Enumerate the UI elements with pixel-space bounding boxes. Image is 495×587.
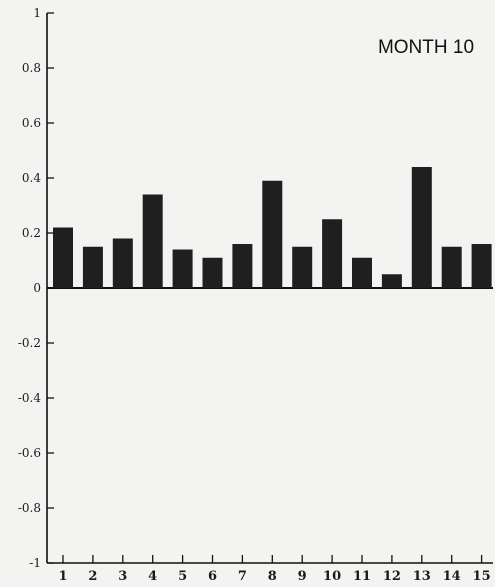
y-tick-label: 0 — [33, 281, 41, 295]
y-tick-labels: 1 0.8 0.6 0.4 0.2 0 -0.2 -0.4 -0.6 -0.8 -1 — [18, 6, 42, 570]
bar — [352, 257, 372, 288]
bar — [232, 244, 253, 288]
y-tick-label: -0.4 — [18, 391, 42, 405]
x-tick-label: 12 — [383, 569, 401, 584]
bar — [411, 167, 432, 288]
y-tick-label: 0.2 — [22, 226, 41, 240]
y-tick-label: 0.8 — [22, 61, 41, 75]
bar — [381, 274, 402, 288]
x-tick-label: 9 — [298, 569, 307, 584]
bar — [441, 246, 462, 288]
bar — [53, 227, 73, 288]
y-tick-label: -0.2 — [18, 336, 41, 350]
y-tick-label: -0.8 — [18, 501, 41, 515]
bar — [262, 180, 283, 288]
x-tick-label: 7 — [238, 569, 247, 584]
x-tick-label: 2 — [88, 569, 97, 584]
bar — [142, 194, 163, 288]
x-tick-label: 10 — [323, 569, 341, 584]
y-tick-label: 0.4 — [22, 171, 41, 185]
bar — [471, 244, 492, 288]
y-tick-label: 0.6 — [22, 116, 41, 130]
x-tick-label: 1 — [58, 569, 67, 584]
bar — [322, 219, 343, 288]
x-tick-label: 14 — [443, 569, 461, 584]
y-tick-label: -1 — [29, 556, 41, 570]
x-tick-label: 11 — [353, 569, 371, 584]
bar — [112, 238, 133, 288]
y-tick-label: 1 — [33, 6, 41, 20]
x-tick-label: 5 — [178, 569, 187, 584]
bars — [53, 167, 492, 288]
x-tick-labels: 1 2 3 4 5 6 7 8 9 10 11 12 13 14 15 — [58, 569, 490, 584]
x-tick-label: 3 — [118, 569, 127, 584]
x-tick-label: 8 — [268, 569, 277, 584]
x-tick-label: 15 — [473, 569, 491, 584]
bar — [202, 257, 223, 288]
x-tick-label: 6 — [208, 569, 217, 584]
bar — [82, 246, 103, 288]
y-tick-label: -0.6 — [18, 446, 41, 460]
bar — [172, 249, 193, 288]
bar — [292, 246, 313, 288]
x-tick-label: 4 — [148, 569, 157, 584]
chart-title: MONTH 10 — [378, 37, 474, 58]
x-tick-label: 13 — [413, 569, 431, 584]
